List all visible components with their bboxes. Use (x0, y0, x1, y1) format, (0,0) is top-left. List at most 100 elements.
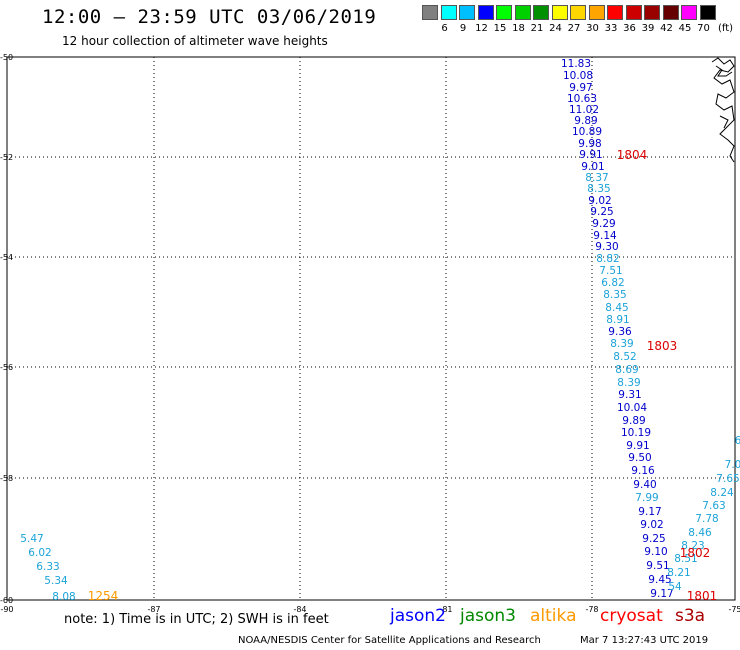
wave-height-label: 9.14 (593, 230, 617, 242)
legend-swatch (533, 5, 549, 20)
legend-swatch (496, 5, 512, 20)
wave-height-label: 7.63 (702, 500, 725, 512)
wave-height-label: 9.25 (642, 533, 665, 545)
x-tick-label: -78 (585, 605, 598, 614)
wave-height-label: 8.37 (585, 172, 608, 184)
y-tick-label: -56 (0, 363, 13, 372)
wave-height-label: 9.89 (622, 415, 645, 427)
track-time-label: 1801 (687, 589, 718, 603)
timestamp-text: Mar 7 13:27:43 UTC 2019 (580, 635, 709, 646)
map-frame (6, 56, 736, 601)
wave-height-label: 9.02 (588, 195, 611, 207)
wave-height-label: 9.98 (578, 138, 601, 150)
legend-label: 24 (549, 23, 562, 34)
y-tick-label: -58 (0, 474, 13, 483)
legend-swatch (625, 5, 642, 20)
wave-height-label: 9.45 (648, 574, 671, 586)
wave-height-label: 9.36 (608, 326, 632, 338)
wave-height-label: 7.0 (725, 459, 740, 471)
legend-label: 27 (567, 23, 581, 34)
legend-label: 12 (475, 23, 488, 34)
track-time-label: 1802 (680, 546, 711, 560)
wave-height-label: 5.34 (44, 575, 68, 587)
y-tick-label: -50 (0, 53, 13, 62)
page-title: 12:00 – 23:59 UTC 03/06/2019 (42, 6, 377, 28)
wave-height-label: 7.51 (599, 265, 622, 277)
legend-label: 9 (459, 23, 467, 34)
legend-label: 18 (512, 23, 525, 34)
wave-height-label: 9.51 (646, 560, 669, 572)
wave-height-label: 6.33 (36, 561, 59, 573)
wave-height-label: 9.91 (579, 149, 602, 161)
wave-height-label: 8.45 (605, 302, 628, 314)
x-tick-label: -81 (439, 605, 452, 614)
wave-height-label: 9.91 (626, 440, 649, 452)
wave-height-label: 8.35 (603, 289, 626, 301)
legend-swatch (422, 5, 438, 20)
wave-height-label: 7.65 (716, 473, 739, 485)
wave-height-label: 54 (668, 581, 682, 593)
legend-swatch (681, 5, 697, 20)
coastline (719, 115, 729, 129)
legend-label: 33 (604, 23, 618, 34)
wave-height-label: 6.02 (28, 547, 51, 559)
wave-height-label: 9.97 (569, 82, 592, 94)
satellite-name-s3a: s3a (675, 606, 706, 626)
legend-swatch (440, 5, 457, 20)
wave-height-label: 6.82 (601, 277, 624, 289)
wave-height-label: 9.50 (628, 452, 651, 464)
wave-height-label: 8.35 (587, 183, 610, 195)
x-tick-label: -90 (0, 605, 13, 614)
x-tick-label: -75 (728, 605, 740, 614)
footer-note: note: 1) Time is in UTC; 2) SWH is in fe… (64, 612, 329, 627)
x-tick-label: -84 (293, 605, 306, 614)
legend-label: 6 (441, 23, 448, 34)
legend-label: 36 (623, 23, 636, 34)
wave-height-label: 9.10 (644, 546, 667, 558)
wave-height-label: 9.01 (581, 161, 604, 173)
wave-height-label: 9.17 (650, 588, 673, 600)
legend-swatch (588, 5, 605, 20)
wave-height-label: 8.08 (52, 591, 75, 603)
track-time-label: 1254 (88, 589, 119, 603)
wave-height-label: 9.29 (592, 218, 615, 230)
legend-swatch (477, 5, 494, 20)
wave-height-label: 8.52 (613, 351, 636, 363)
wave-height-label: 8.82 (596, 253, 619, 265)
wave-height-label: 10.19 (621, 427, 651, 439)
wave-height-label: 8.69 (615, 364, 638, 376)
wave-height-label: 9.40 (633, 479, 656, 491)
wave-height-label: 7.99 (635, 492, 658, 504)
legend-swatch (514, 5, 531, 20)
legend-label: 42 (660, 23, 673, 34)
track-time-label: 1803 (647, 339, 678, 353)
coastline (715, 65, 733, 77)
wave-height-label: 8.46 (688, 527, 712, 539)
legend-label: 39 (641, 23, 655, 34)
wave-height-label: 9.25 (590, 206, 613, 218)
wave-height-label: 6 (735, 435, 740, 447)
x-tick-label: -87 (147, 605, 160, 614)
wave-height-label: 8.21 (667, 567, 690, 579)
legend-unit: (ft) (718, 23, 734, 34)
wave-height-label: 8.91 (606, 314, 629, 326)
y-tick-label: -60 (0, 596, 13, 605)
wave-height-label: 10.63 (567, 93, 597, 105)
coastline (711, 57, 735, 163)
satellite-name-cryosat: cryosat (600, 606, 663, 626)
legend-label: 70 (697, 23, 710, 34)
legend-label: 45 (678, 23, 692, 34)
legend-label: 21 (530, 23, 544, 34)
wave-height-label: 8.39 (610, 338, 633, 350)
satellite-name-jason2: jason2 (390, 606, 446, 626)
y-tick-label: -54 (0, 253, 13, 262)
legend-swatch (699, 5, 716, 20)
wave-height-label: 9.02 (640, 519, 663, 531)
legend-swatch (459, 5, 475, 20)
wave-height-label: 8.39 (617, 377, 640, 389)
page-subtitle: 12 hour collection of altimeter wave hei… (62, 34, 328, 48)
wave-height-label: 9.16 (631, 465, 655, 477)
track-time-label: 1804 (617, 148, 648, 162)
legend-swatch (607, 5, 623, 20)
